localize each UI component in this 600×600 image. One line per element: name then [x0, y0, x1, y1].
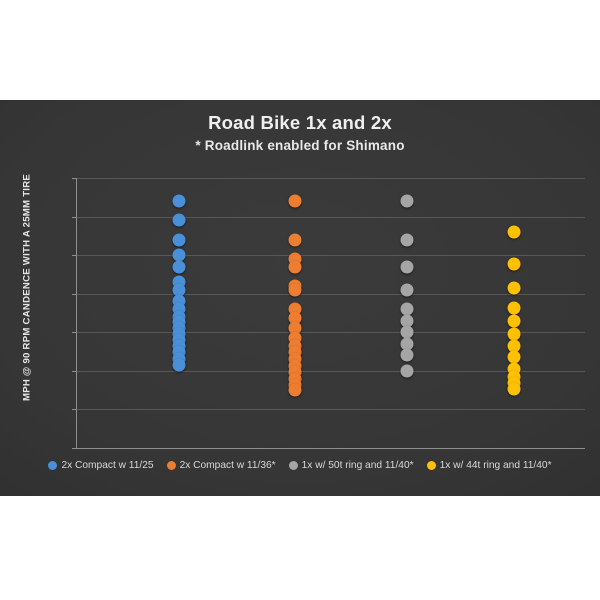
- legend-label: 1x w/ 50t ring and 11/40*: [301, 460, 414, 471]
- gridline: [77, 370, 585, 372]
- chart-figure: Road Bike 1x and 2x * Roadlink enabled f…: [0, 100, 600, 496]
- legend-label: 2x Compact w 11/36*: [179, 460, 276, 471]
- data-point: [507, 314, 521, 328]
- data-point: [172, 213, 186, 227]
- data-point: [288, 260, 302, 274]
- data-point: [400, 364, 414, 378]
- legend-swatch-icon: [48, 461, 58, 470]
- plot-area: 35302520151050: [72, 178, 585, 449]
- data-point: [507, 327, 521, 341]
- chart-subtitle: * Roadlink enabled for Shimano: [195, 138, 405, 154]
- data-point: [172, 248, 186, 262]
- y-axis-tickmark: [72, 293, 77, 295]
- data-point: [400, 325, 414, 339]
- y-axis-tickmark: [72, 448, 77, 449]
- data-point: [400, 314, 414, 328]
- legend-entry[interactable]: 1x w/ 50t ring and 11/40*: [288, 460, 414, 471]
- legend-label: 1x w/ 44t ring and 11/40*: [439, 460, 552, 471]
- data-point: [400, 283, 414, 297]
- data-point: [400, 302, 414, 316]
- data-point: [172, 283, 186, 297]
- gridline: [77, 255, 585, 257]
- y-axis-tickmark: [72, 409, 77, 411]
- gridline: [77, 332, 585, 334]
- legend-entry[interactable]: 1x w/ 44t ring and 11/40*: [426, 460, 552, 471]
- legend-swatch-icon: [426, 461, 436, 470]
- data-point: [288, 311, 302, 325]
- data-point: [288, 283, 302, 297]
- data-point: [400, 233, 414, 247]
- data-point: [288, 383, 302, 397]
- legend-entry[interactable]: 2x Compact w 11/36*: [166, 460, 276, 471]
- y-axis-tickmark: [72, 332, 77, 334]
- data-point: [172, 358, 186, 372]
- legend-swatch-icon: [166, 461, 176, 470]
- y-axis-tickmark: [72, 370, 77, 372]
- y-axis-tickmark: [72, 216, 77, 218]
- data-point: [400, 348, 414, 362]
- data-point: [288, 233, 302, 247]
- y-axis-tickmark: [72, 178, 77, 179]
- gridline: [77, 448, 585, 449]
- y-axis-title: MPH @ 90 RPM CANDENCE WITH A 25MM TIRE: [21, 173, 33, 402]
- legend-label: 2x Compact w 11/25: [61, 460, 154, 471]
- chart-legend: 2x Compact w 11/25 2x Compact w 11/36* 1x …: [0, 460, 600, 471]
- chart-title: Road Bike 1x and 2x: [208, 112, 392, 133]
- data-point: [507, 339, 521, 353]
- title-block: Road Bike 1x and 2x * Roadlink enabled f…: [0, 112, 600, 153]
- data-point: [507, 301, 521, 315]
- data-point: [507, 257, 521, 271]
- data-point: [172, 194, 186, 208]
- gridline: [77, 178, 585, 179]
- data-point: [507, 225, 521, 239]
- legend-entry[interactable]: 2x Compact w 11/25: [48, 460, 154, 471]
- data-point: [507, 281, 521, 295]
- gridline: [77, 216, 585, 218]
- legend-swatch-icon: [288, 461, 298, 470]
- data-point: [400, 260, 414, 274]
- data-point: [288, 194, 302, 208]
- y-axis-tickmark: [72, 255, 77, 257]
- data-point: [507, 382, 521, 396]
- data-point: [400, 194, 414, 208]
- data-point: [507, 350, 521, 364]
- gridline: [77, 293, 585, 295]
- gridline: [77, 409, 585, 411]
- data-point: [172, 233, 186, 247]
- data-point: [400, 337, 414, 351]
- data-point: [172, 260, 186, 274]
